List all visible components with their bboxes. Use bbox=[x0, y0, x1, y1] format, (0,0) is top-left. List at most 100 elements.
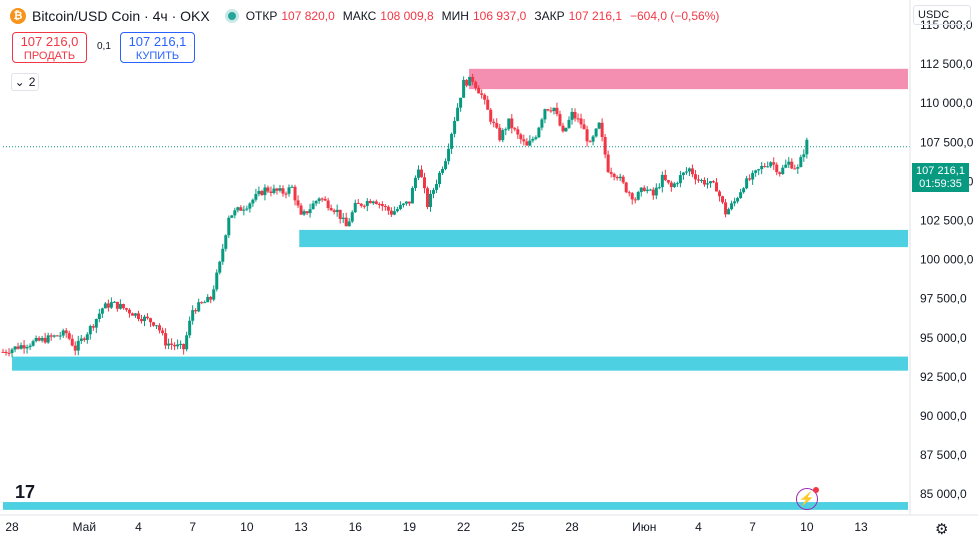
candle-body bbox=[368, 200, 372, 204]
candle-body bbox=[693, 174, 697, 180]
time-tick-label: 28 bbox=[565, 520, 579, 534]
ohlc-label: ЗАКР bbox=[534, 9, 565, 23]
candle-body bbox=[495, 123, 499, 128]
candle-body bbox=[444, 161, 448, 169]
price-tick-label: 107 500,0 bbox=[920, 135, 974, 149]
buy-button[interactable]: 107 216,1 КУПИТЬ bbox=[120, 32, 195, 63]
candle-body bbox=[374, 201, 378, 205]
candle-body bbox=[341, 217, 345, 219]
indicators-toggle[interactable]: ⌄ 2 bbox=[11, 73, 39, 91]
candle-body bbox=[194, 310, 198, 312]
candle-body bbox=[657, 187, 661, 189]
price-tick-label: 112 500,0 bbox=[920, 57, 973, 71]
ohlc-value: −604,0 (−0,56%) bbox=[630, 9, 720, 23]
candle-body bbox=[648, 189, 652, 191]
candle-body bbox=[209, 296, 213, 300]
candle-body bbox=[179, 343, 183, 345]
candle-body bbox=[215, 272, 219, 290]
candle-body bbox=[1, 351, 5, 353]
candle-body bbox=[245, 208, 249, 210]
candle-body bbox=[633, 199, 637, 201]
gear-icon[interactable]: ⚙ bbox=[935, 521, 949, 538]
candle-body bbox=[212, 289, 216, 300]
candle-body bbox=[410, 188, 414, 204]
buy-price: 107 216,1 bbox=[128, 34, 187, 49]
candle-body bbox=[513, 128, 517, 130]
time-tick-label: 28 bbox=[5, 520, 19, 534]
candle-body bbox=[438, 172, 442, 185]
time-tick-label: 7 bbox=[749, 520, 756, 534]
spread-value: 0,1 bbox=[97, 41, 111, 52]
support-zone bbox=[3, 502, 908, 510]
candle-body bbox=[690, 168, 694, 175]
candle-body bbox=[531, 138, 535, 141]
candle-body bbox=[709, 181, 713, 184]
ohlc-label: МИН bbox=[441, 9, 469, 23]
candle-body bbox=[124, 308, 128, 310]
candle-body bbox=[173, 344, 177, 347]
ohlc-label: ОТКР bbox=[245, 9, 278, 23]
candle-body bbox=[365, 200, 369, 207]
price-tick-label: 100 000,0 bbox=[920, 253, 974, 267]
candle-body bbox=[404, 201, 408, 204]
sell-price: 107 216,0 bbox=[20, 34, 79, 49]
candle-body bbox=[675, 183, 679, 185]
candle-body bbox=[483, 94, 487, 100]
bar-countdown: 01:59:35 bbox=[919, 178, 962, 190]
candle-body bbox=[612, 173, 616, 177]
candle-body bbox=[639, 187, 643, 193]
candle-body bbox=[555, 107, 559, 115]
candle-body bbox=[263, 187, 267, 196]
candle-body bbox=[395, 209, 399, 212]
candle-body bbox=[742, 188, 746, 193]
candle-body bbox=[43, 337, 47, 343]
candle-body bbox=[233, 210, 237, 216]
currency-selector[interactable]: USDC bbox=[913, 5, 971, 25]
candle-body bbox=[16, 346, 20, 349]
candle-body bbox=[769, 162, 773, 167]
time-axis[interactable]: 28 Май 4 7 10 13 16 19 22 25 28 Июн 4 7 10 13 bbox=[5, 520, 868, 534]
candle-body bbox=[359, 203, 363, 206]
candle-body bbox=[191, 310, 195, 321]
candle-body bbox=[663, 174, 667, 181]
tradingview-logo-icon[interactable]: 17 bbox=[15, 482, 36, 502]
symbol-title[interactable]: Bitcoin/USD Coin · 4ч · OKX bbox=[32, 8, 210, 24]
lightning-icon[interactable]: ⚡ bbox=[796, 487, 819, 510]
candle-body bbox=[91, 326, 95, 328]
candle-body bbox=[727, 209, 731, 215]
price-zones bbox=[3, 68, 909, 510]
sell-button[interactable]: 107 216,0 ПРОДАТЬ bbox=[12, 32, 87, 63]
candle-body bbox=[353, 202, 357, 213]
candle-body bbox=[606, 154, 610, 173]
candle-body bbox=[492, 121, 496, 124]
candle-body bbox=[164, 333, 168, 346]
candle-body bbox=[272, 188, 276, 193]
candle-body bbox=[206, 296, 210, 303]
candle-body bbox=[540, 119, 544, 128]
candle-body bbox=[426, 188, 430, 208]
candle-body bbox=[465, 80, 469, 86]
candle-body bbox=[696, 179, 700, 181]
candle-body bbox=[257, 190, 261, 195]
candle-body bbox=[730, 203, 734, 210]
candle-body bbox=[260, 190, 264, 196]
candle-body bbox=[383, 205, 387, 207]
symbol-header: ₿ Bitcoin/USD Coin · 4ч · OKX ОТКР 107 82… bbox=[10, 6, 723, 26]
candle-body bbox=[31, 341, 35, 346]
candle-body bbox=[380, 204, 384, 206]
candle-body bbox=[627, 192, 631, 194]
candle-body bbox=[200, 302, 204, 304]
candle-body bbox=[576, 118, 580, 120]
time-tick-label: Май bbox=[73, 520, 97, 534]
candle-body bbox=[480, 93, 484, 95]
candle-body bbox=[28, 345, 32, 348]
candle-body bbox=[392, 211, 396, 215]
candle-body bbox=[654, 187, 658, 196]
candle-body bbox=[645, 189, 649, 192]
candle-body bbox=[97, 313, 101, 320]
candle-body bbox=[498, 127, 502, 141]
candle-body bbox=[239, 207, 243, 211]
candle-body bbox=[149, 318, 153, 323]
